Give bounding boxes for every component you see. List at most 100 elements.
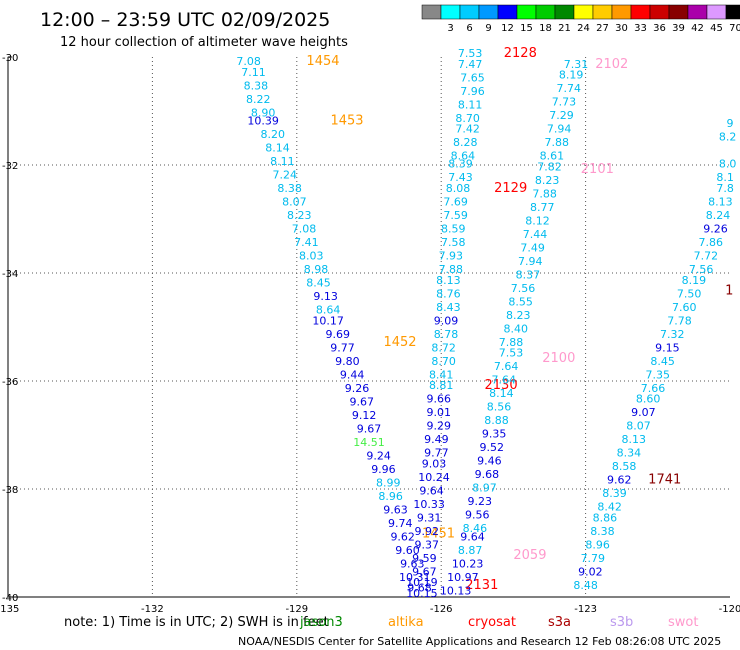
wave-height-value: 9.03 (422, 457, 447, 470)
wave-height-value: 8.07 (282, 196, 307, 209)
wave-height-value: 9.46 (477, 455, 502, 468)
wave-height-value: 9 (727, 117, 734, 130)
wave-height-value: 8.24 (706, 209, 731, 222)
wave-height-value: 8.23 (287, 209, 312, 222)
lon-tick-label: -123 (574, 604, 597, 615)
wave-height-value: 10.33 (413, 498, 445, 511)
wave-height-value: 8.13 (708, 196, 733, 209)
wave-height-value: 9.44 (340, 368, 365, 381)
wave-height-value: 8.46 (463, 522, 488, 535)
wave-height-value: 7.44 (523, 228, 548, 241)
pass-number-label: 1451 (422, 527, 455, 542)
wave-height-value: 9.15 (655, 341, 680, 354)
wave-height-value: 9.96 (371, 463, 396, 476)
legend-label: 6 (466, 23, 472, 34)
map-subtitle: 12 hour collection of altimeter wave hei… (60, 35, 348, 50)
wave-height-value: 8.11 (458, 98, 483, 111)
legend-label: 33 (634, 23, 647, 34)
wave-height-value: 9.77 (424, 447, 449, 460)
legend-swatch (687, 4, 708, 20)
wave-height-value: 8.37 (516, 268, 541, 281)
wave-height-value: 8.38 (244, 79, 269, 92)
wave-height-value: 7.29 (549, 109, 574, 122)
wave-height-value: 7.66 (641, 382, 666, 395)
wave-height-value: 8.1 (716, 171, 734, 184)
satellite-name: altika (388, 615, 424, 630)
wave-height-value: 7.78 (667, 314, 692, 327)
wave-height-value: 7.96 (460, 85, 485, 98)
wave-height-value: 8.0 (719, 158, 737, 171)
lat-tick-label: -32 (2, 161, 18, 172)
legend-swatch (649, 4, 670, 20)
wave-height-value: 8.98 (304, 263, 329, 276)
wave-height-value: 8.87 (458, 544, 483, 557)
legend-swatch (497, 4, 518, 20)
wave-height-value: 8.77 (530, 201, 555, 214)
wave-height-value: 9.64 (419, 484, 444, 497)
wave-height-value: 8.70 (455, 112, 480, 125)
legend-swatch (573, 4, 594, 20)
wave-height-value: 7.53 (458, 47, 483, 60)
wave-height-value: 8.72 (431, 341, 456, 354)
legend-swatch (668, 4, 689, 20)
wave-height-value: 8.78 (434, 328, 459, 341)
wave-height-value: 7.43 (448, 171, 473, 184)
legend-label: 30 (615, 23, 628, 34)
wave-height-value: 9.92 (415, 525, 440, 538)
wave-height-value: 7.82 (537, 160, 562, 173)
wave-height-value: 7.94 (547, 123, 572, 136)
note-line: note: 1) Time is in UTC; 2) SWH is in fe… (64, 615, 698, 630)
wave-height-value: 8.23 (535, 174, 560, 187)
wave-height-value: 9.24 (366, 449, 391, 462)
wave-height-value: 8.64 (451, 150, 476, 163)
wave-height-value: 10.17 (312, 314, 344, 327)
wave-height-value: 7.74 (557, 82, 582, 95)
wave-height-value: 8.38 (277, 182, 302, 195)
wave-height-value: 9.69 (325, 328, 350, 341)
wave-height-value: 9.49 (424, 433, 449, 446)
legend-label: 70 (729, 23, 740, 34)
pass-number-label: 2100 (542, 351, 575, 366)
wave-height-value: 9.26 (703, 223, 728, 236)
wave-height-value: 7.69 (443, 196, 468, 209)
wave-height-value: 7.50 (677, 287, 702, 300)
wave-height-value: 8.43 (436, 301, 461, 314)
wave-height-value: 7.49 (520, 241, 545, 254)
satellite-name: s3b (610, 615, 633, 630)
wave-height-value: 9.68 (475, 468, 500, 481)
legend-swatch (516, 4, 537, 20)
wave-height-value: 9.59 (412, 552, 437, 565)
lon-tick-label: -120 (719, 604, 740, 615)
wave-height-value: 8.39 (602, 487, 627, 500)
wave-height-value: 9.02 (578, 565, 603, 578)
wave-height-value: 9.62 (390, 530, 415, 543)
legend-label: 21 (558, 23, 571, 34)
legend-label: 18 (539, 23, 552, 34)
lon-tick-label: -135 (0, 604, 19, 615)
wave-height-value: 10.24 (418, 471, 450, 484)
wave-height-value: 7.93 (439, 250, 464, 263)
wave-height-value: 8.11 (270, 155, 295, 168)
legend-label: 39 (672, 23, 685, 34)
wave-height-value: 9.74 (388, 517, 413, 530)
wave-height-value: 8.13 (436, 274, 461, 287)
wave-height-value: 9.64 (460, 530, 485, 543)
wave-height-value: 8.56 (487, 401, 512, 414)
wave-height-value: 9.09 (434, 314, 459, 327)
credit-line: NOAA/NESDIS Center for Satellite Applica… (238, 635, 721, 648)
wave-height-value: 8.08 (446, 182, 471, 195)
wave-height-value: 10.31 (399, 571, 431, 584)
wave-height-value: 7.58 (441, 236, 466, 249)
wave-height-value: 9.37 (415, 538, 440, 551)
wave-height-value: 9.26 (345, 382, 370, 395)
satellite-name: swot (668, 615, 698, 630)
wave-height-value: 7.60 (672, 301, 697, 314)
pass-number-label: 2101 (581, 162, 614, 177)
wave-height-value: 7.59 (443, 209, 468, 222)
legend-swatch (535, 4, 556, 20)
pass-number-label: 2129 (494, 181, 527, 196)
legend-swatch (706, 4, 727, 20)
legend-label: 45 (710, 23, 723, 34)
lat-tick-label: -36 (2, 377, 18, 388)
